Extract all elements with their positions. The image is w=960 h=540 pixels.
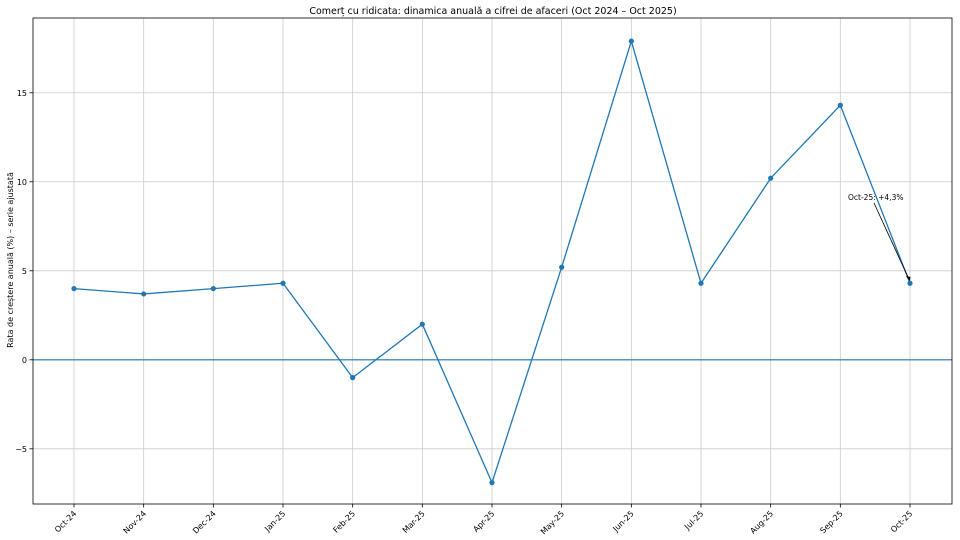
data-point: [559, 264, 565, 270]
x-tick-label: Jul-25: [682, 509, 705, 532]
data-point: [837, 102, 843, 108]
x-tick-label: May-25: [539, 509, 566, 536]
data-point: [419, 321, 425, 327]
tick-layer: Oct-24 Nov-24 Dec-24 Jan-25 Feb-25 Mar-25 Apr-…: [15, 89, 914, 536]
data-point: [907, 280, 913, 286]
x-tick-label: Oct-25: [889, 509, 914, 534]
x-tick-label: Jun-25: [611, 509, 636, 534]
x-tick-label: Jan-25: [262, 509, 287, 534]
x-tick-label: Mar-25: [401, 509, 427, 535]
x-tick-label: Apr-25: [471, 509, 496, 534]
y-tick-label: 0: [22, 356, 27, 365]
annotation-arrow: [873, 202, 910, 280]
axes-frame-rect: [32, 17, 953, 505]
data-point: [628, 38, 634, 44]
y-tick-label: 15: [17, 89, 27, 98]
axes-frame: [32, 17, 953, 505]
x-tick-label: Nov-24: [122, 509, 148, 535]
chart-title: Comerț cu ridicata: dinamica anuală a ci…: [309, 6, 676, 17]
data-point: [698, 280, 704, 286]
x-tick-label: Dec-24: [191, 509, 218, 536]
series-layer: [71, 38, 913, 486]
data-point: [768, 175, 774, 181]
y-tick-label: −5: [15, 445, 27, 454]
data-point: [141, 291, 147, 297]
x-tick-label: Sep-25: [818, 509, 844, 535]
annotation-arrowhead: [906, 276, 911, 282]
x-tick-label: Feb-25: [331, 509, 357, 535]
data-point: [210, 285, 216, 292]
data-point: [489, 480, 495, 486]
data-point: [350, 375, 356, 381]
annotation-label: Oct-25: +4,3%: [848, 193, 903, 202]
grid: [33, 18, 952, 504]
data-point: [280, 280, 286, 286]
annotation-layer: Oct-25: +4,3%: [848, 193, 911, 282]
x-tick-label: Oct-24: [53, 509, 78, 534]
data-point: [71, 285, 77, 292]
y-tick-label: 10: [17, 178, 27, 187]
y-tick-label: 5: [22, 267, 27, 276]
x-tick-label: Aug-25: [748, 509, 775, 536]
y-axis-label: Rata de creștere anuală (%) – serie ajus…: [6, 172, 16, 348]
